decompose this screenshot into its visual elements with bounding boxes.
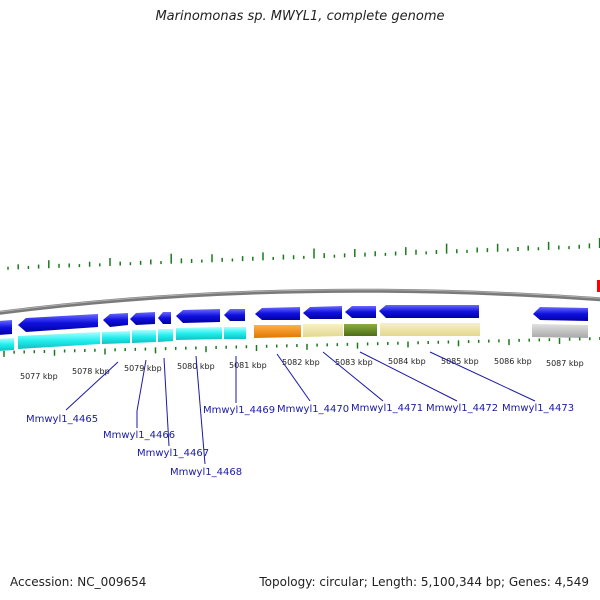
scale-labels: 5077 kbp 5078 kbp 5079 kbp 5080 kbp 5081 kbp… [20,357,584,381]
gene-label[interactable]: Mmwyl1_4472 [426,403,498,414]
cds-arrow [18,314,98,332]
scale-label: 5078 kbp [72,367,110,376]
gene-label[interactable]: Mmwyl1_4469 [203,405,275,416]
gene-label[interactable]: Mmwyl1_4468 [170,467,242,478]
callout-line [195,355,206,465]
cds-arrow [255,307,300,320]
genome-summary-text: Topology: circular; Length: 5,100,344 bp… [259,575,589,589]
cds-arrow [0,320,12,335]
cog-segment [224,327,246,339]
callout-line [429,351,536,402]
gene-label[interactable]: Mmwyl1_4467 [137,448,209,459]
scale-label: 5077 kbp [20,372,58,381]
callout-line [276,353,311,402]
cds-track [0,305,588,335]
scale-label: 5083 kbp [335,358,373,367]
cog-segment [344,324,377,336]
cog-segment [532,324,588,338]
scale-label: 5086 kbp [494,357,532,366]
scale-label: 5087 kbp [546,359,584,368]
scale-label: 5080 kbp [177,362,215,371]
cog-segment [303,324,343,337]
cog-segment [18,332,100,349]
cds-arrow [130,312,155,325]
gene-callouts [65,351,536,465]
scale-label: 5079 kbp [124,364,162,373]
cds-arrow [103,313,128,327]
gc-skew-ticks [7,238,600,270]
cog-segment [132,330,156,343]
cds-arrow [533,307,588,321]
scale-label: 5082 kbp [282,358,320,367]
gene-label[interactable]: Mmwyl1_4471 [351,403,423,414]
gene-label[interactable]: Mmwyl1_4466 [103,430,175,441]
cds-arrow [176,309,220,323]
cog-segment [176,327,222,340]
callout-line [359,351,458,402]
callout-line [163,357,170,447]
gene-label[interactable]: Mmwyl1_4473 [502,403,574,414]
cds-arrow [345,306,376,318]
cog-segment [0,338,14,351]
cds-arrow [158,312,171,324]
callout-line [322,351,384,402]
scale-ticks [3,337,600,357]
cds-arrow [303,306,342,319]
cog-segment [102,331,130,344]
cog-track [0,323,588,351]
cds-arrow [379,305,479,318]
map-title: Marinomonas sp. MWYL1, complete genome [155,9,445,24]
cog-segment [380,323,480,336]
scale-label: 5084 kbp [388,357,426,366]
callout-line [65,361,119,411]
scale-label: 5085 kbp [441,357,479,366]
genome-backbone-highlight [0,289,600,313]
position-marker [597,280,600,292]
cds-arrow [224,309,245,321]
gene-labels: Mmwyl1_4465 Mmwyl1_4466 Mmwyl1_4467 Mmwy… [26,403,574,478]
accession-text: Accession: NC_009654 [10,575,147,589]
cog-segment [254,325,301,338]
gene-label[interactable]: Mmwyl1_4465 [26,414,98,425]
cog-segment [158,329,173,342]
gene-label[interactable]: Mmwyl1_4470 [277,404,349,415]
genome-backbone [0,288,600,315]
scale-label: 5081 kbp [229,361,267,370]
callout-line [136,359,147,428]
